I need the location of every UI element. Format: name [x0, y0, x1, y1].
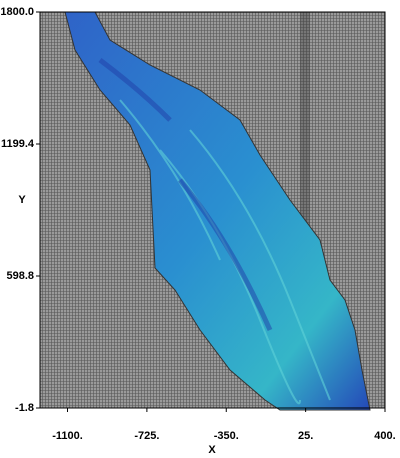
x-tick-label: -725.	[134, 430, 159, 442]
mesh-band	[300, 12, 310, 408]
x-tick-label: -350.	[214, 430, 239, 442]
x-tick-label: -1100.	[52, 430, 83, 442]
plume-shadows	[98, 58, 273, 332]
x-tick-label: 400.	[374, 430, 395, 442]
y-axis-label: Y	[18, 194, 26, 206]
y-tick-label: -1.8	[15, 402, 34, 414]
x-tick-label: 25.	[298, 430, 313, 442]
x-axis-label: X	[208, 444, 216, 453]
y-tick-label: 598.8	[6, 270, 34, 282]
y-tick-label: 1800.0	[0, 6, 34, 18]
y-tick-label: 1199.4	[1, 138, 35, 150]
plot-frame	[39, 11, 386, 409]
